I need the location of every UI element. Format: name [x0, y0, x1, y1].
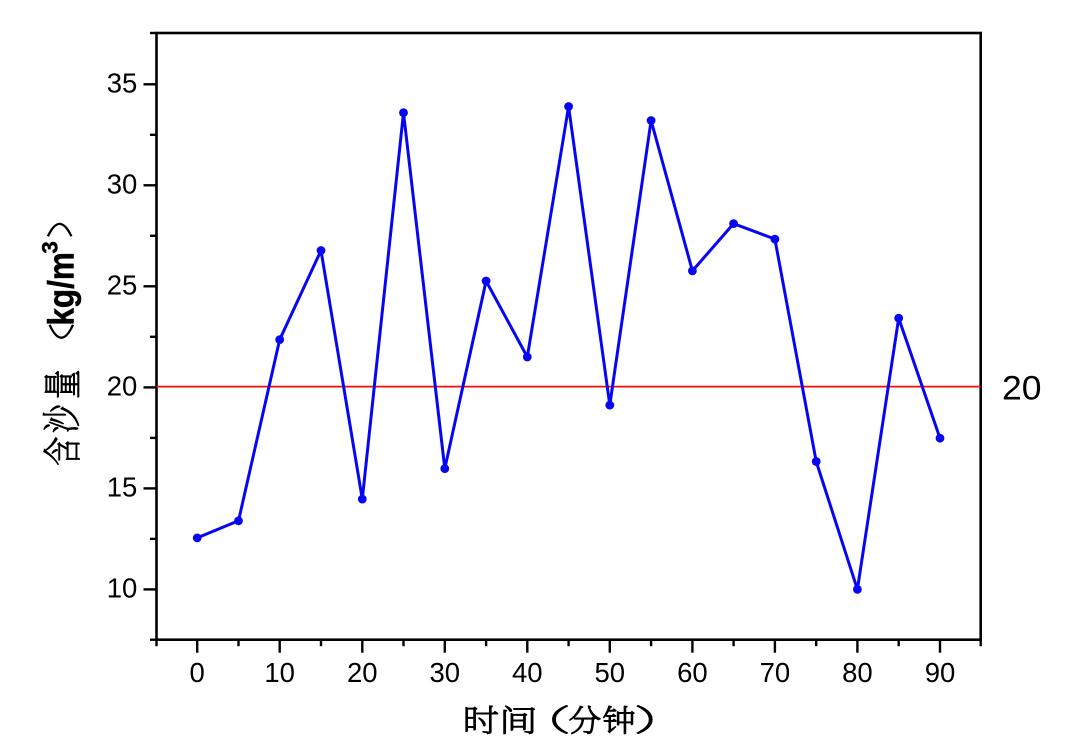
svg-text:40: 40 [512, 657, 543, 688]
svg-text:10: 10 [107, 573, 138, 604]
svg-text:20: 20 [1002, 369, 1042, 407]
svg-text:kg/m: kg/m [41, 252, 82, 326]
svg-text:0: 0 [190, 657, 205, 688]
svg-text:25: 25 [107, 270, 138, 301]
svg-text:20: 20 [347, 657, 378, 688]
svg-text:50: 50 [595, 657, 626, 688]
svg-text:70: 70 [760, 657, 791, 688]
svg-text:3: 3 [38, 241, 63, 253]
svg-text:90: 90 [925, 657, 956, 688]
svg-text:60: 60 [677, 657, 708, 688]
svg-text:10: 10 [264, 657, 295, 688]
svg-text:30: 30 [430, 657, 461, 688]
svg-text:35: 35 [107, 68, 138, 99]
svg-text:20: 20 [107, 371, 138, 402]
svg-text:80: 80 [842, 657, 873, 688]
svg-text:15: 15 [107, 472, 138, 503]
svg-text:30: 30 [107, 169, 138, 200]
